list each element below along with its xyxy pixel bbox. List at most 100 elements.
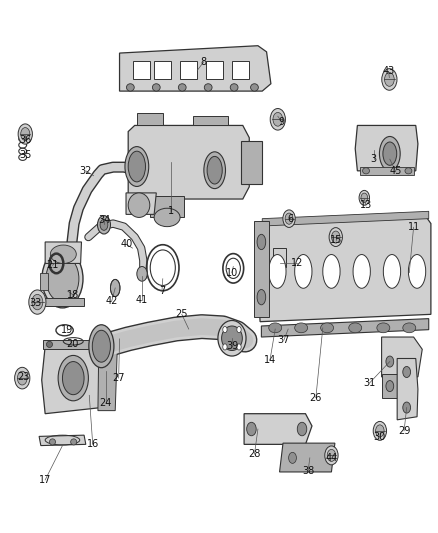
Ellipse shape <box>297 422 307 436</box>
Ellipse shape <box>71 439 77 445</box>
Ellipse shape <box>100 219 108 230</box>
Text: 8: 8 <box>201 56 207 67</box>
Ellipse shape <box>383 255 401 288</box>
Ellipse shape <box>349 323 362 333</box>
Ellipse shape <box>376 425 384 437</box>
Ellipse shape <box>257 289 266 305</box>
Text: 36: 36 <box>19 135 32 145</box>
Ellipse shape <box>383 142 397 165</box>
Ellipse shape <box>29 290 46 314</box>
Bar <box>133 61 150 79</box>
Ellipse shape <box>237 327 241 333</box>
Ellipse shape <box>273 112 283 126</box>
Ellipse shape <box>42 249 83 308</box>
Text: 33: 33 <box>29 298 42 308</box>
Ellipse shape <box>46 255 79 302</box>
Ellipse shape <box>21 127 30 141</box>
Text: 17: 17 <box>39 475 51 485</box>
Ellipse shape <box>361 193 367 203</box>
Text: 24: 24 <box>99 398 112 408</box>
Text: 3: 3 <box>371 154 377 164</box>
Polygon shape <box>261 319 429 337</box>
Text: 32: 32 <box>80 166 92 176</box>
Bar <box>180 61 198 79</box>
Polygon shape <box>360 167 413 174</box>
Text: 10: 10 <box>226 268 238 278</box>
Ellipse shape <box>269 323 282 333</box>
Text: 35: 35 <box>19 150 32 160</box>
Ellipse shape <box>204 84 212 91</box>
Bar <box>273 248 286 266</box>
Text: 1: 1 <box>168 206 174 216</box>
Ellipse shape <box>127 84 134 91</box>
Text: 34: 34 <box>98 215 110 225</box>
Polygon shape <box>98 346 117 410</box>
Ellipse shape <box>323 255 340 288</box>
Text: 31: 31 <box>364 378 376 388</box>
Polygon shape <box>150 196 184 217</box>
Bar <box>154 61 171 79</box>
Polygon shape <box>397 359 418 420</box>
Ellipse shape <box>283 210 295 228</box>
Polygon shape <box>193 116 228 125</box>
Polygon shape <box>42 346 104 414</box>
Ellipse shape <box>218 320 246 356</box>
Ellipse shape <box>110 279 120 296</box>
Text: 16: 16 <box>87 439 99 449</box>
Ellipse shape <box>128 193 150 217</box>
Ellipse shape <box>230 84 238 91</box>
Ellipse shape <box>154 208 180 227</box>
Ellipse shape <box>207 156 222 184</box>
Ellipse shape <box>237 344 241 350</box>
Text: 45: 45 <box>389 166 402 176</box>
Ellipse shape <box>359 190 370 205</box>
Ellipse shape <box>63 361 84 394</box>
Polygon shape <box>262 211 429 226</box>
Text: 28: 28 <box>248 449 261 459</box>
Ellipse shape <box>285 213 293 224</box>
Text: 18: 18 <box>67 290 79 300</box>
Ellipse shape <box>257 235 266 249</box>
Ellipse shape <box>98 215 110 234</box>
Text: 11: 11 <box>407 222 420 232</box>
Polygon shape <box>254 221 269 317</box>
Bar <box>39 273 48 290</box>
Polygon shape <box>45 242 81 263</box>
Text: 9: 9 <box>279 117 285 127</box>
Text: 14: 14 <box>264 355 276 365</box>
Text: 23: 23 <box>18 372 30 382</box>
Polygon shape <box>240 141 262 184</box>
Polygon shape <box>355 125 418 171</box>
Text: 20: 20 <box>66 339 78 349</box>
Polygon shape <box>120 46 271 91</box>
Ellipse shape <box>152 84 160 91</box>
Ellipse shape <box>295 255 312 288</box>
Ellipse shape <box>325 446 338 465</box>
Polygon shape <box>256 217 431 322</box>
Ellipse shape <box>321 323 334 333</box>
Ellipse shape <box>270 109 286 130</box>
Ellipse shape <box>408 255 426 288</box>
Text: 43: 43 <box>382 67 395 76</box>
Ellipse shape <box>403 323 416 333</box>
Text: 19: 19 <box>60 325 73 335</box>
Text: 40: 40 <box>120 239 133 249</box>
Text: 13: 13 <box>360 200 372 210</box>
Ellipse shape <box>326 453 334 463</box>
Ellipse shape <box>89 325 114 368</box>
Text: 37: 37 <box>278 335 290 345</box>
Text: 39: 39 <box>226 341 238 351</box>
Polygon shape <box>42 340 104 349</box>
Ellipse shape <box>405 168 412 174</box>
Text: 42: 42 <box>106 296 118 306</box>
Ellipse shape <box>14 367 30 389</box>
Text: 12: 12 <box>291 259 303 269</box>
Ellipse shape <box>247 422 256 436</box>
Text: 7: 7 <box>159 286 165 296</box>
Ellipse shape <box>204 152 226 189</box>
Ellipse shape <box>18 124 32 144</box>
Ellipse shape <box>222 326 242 351</box>
Ellipse shape <box>92 330 110 362</box>
Ellipse shape <box>332 231 340 243</box>
Ellipse shape <box>18 372 27 385</box>
